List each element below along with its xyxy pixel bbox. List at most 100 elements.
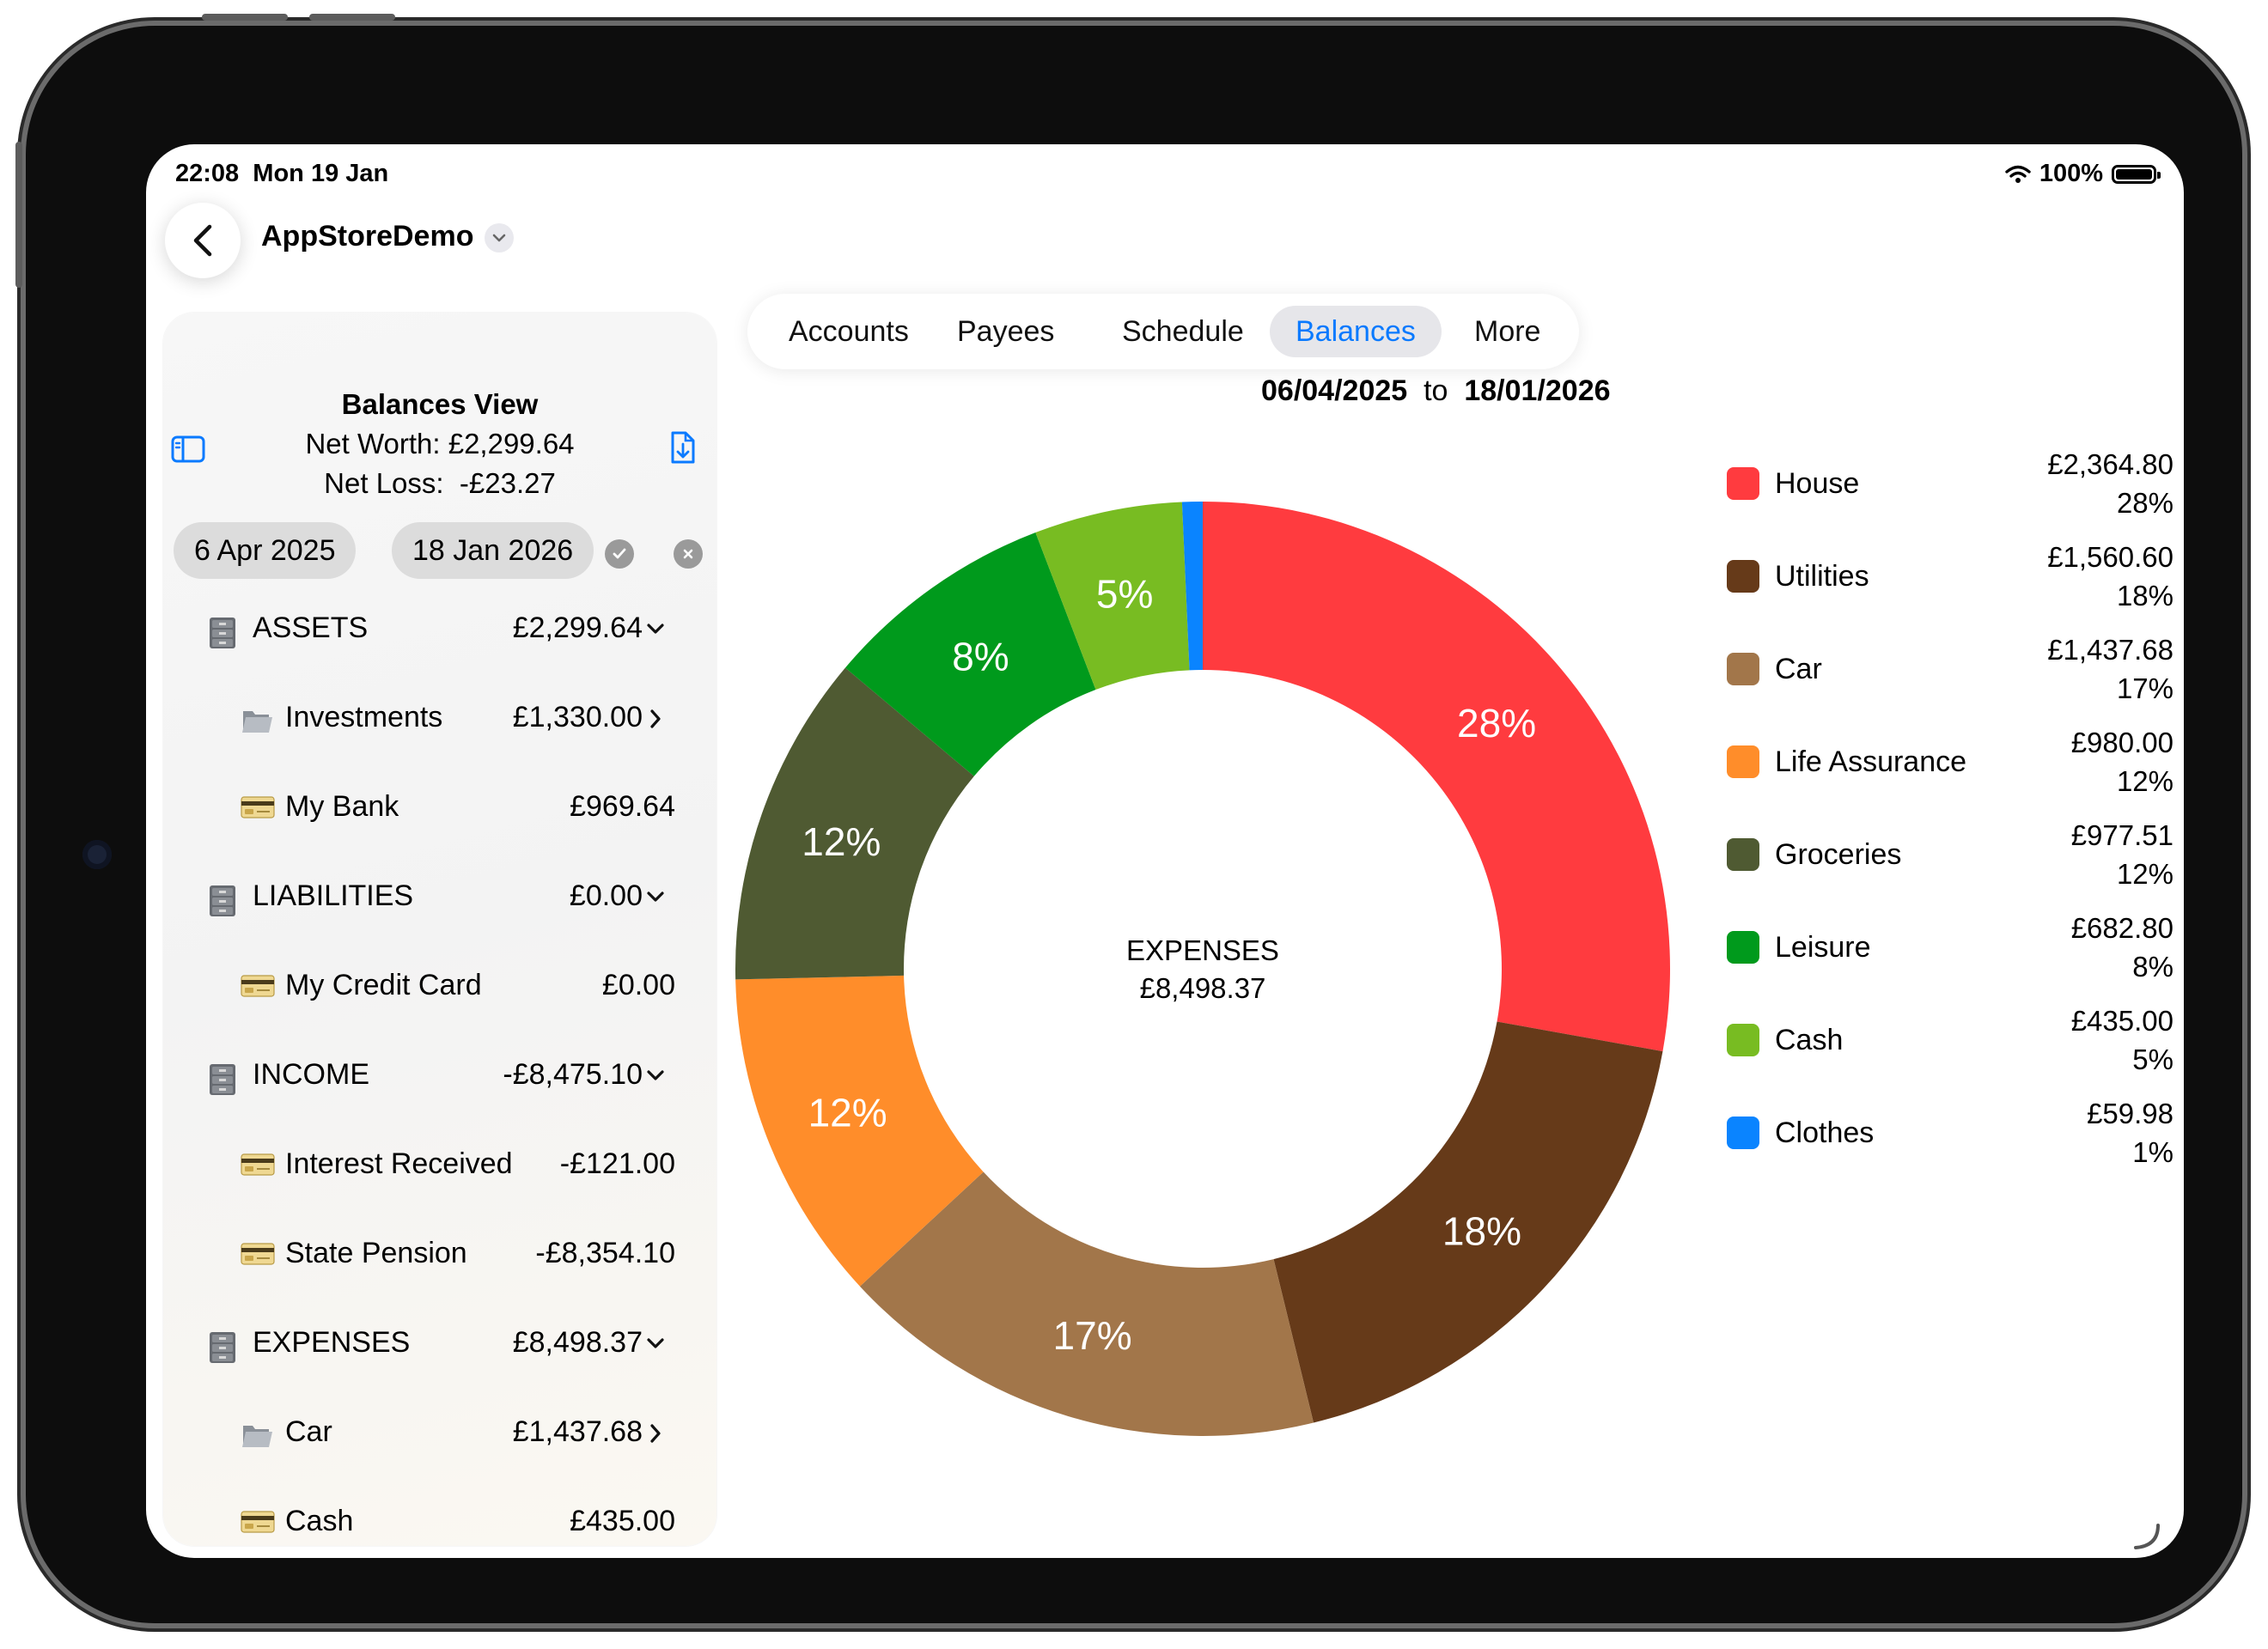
- account-balance: £8,498.37: [512, 1326, 643, 1359]
- account-name: LIABILITIES: [253, 879, 414, 912]
- filing-cabinet-icon: [210, 885, 235, 916]
- tab-accounts[interactable]: Accounts: [789, 315, 909, 348]
- chevron-right-icon[interactable]: [644, 1422, 667, 1445]
- filing-cabinet-icon: [210, 618, 235, 648]
- tab-balances[interactable]: Balances: [1270, 306, 1442, 357]
- net-worth: Net Worth: £2,299.64: [305, 428, 575, 459]
- donut-slice-utilities[interactable]: [1273, 1021, 1663, 1423]
- legend-percent: 12%: [2116, 858, 2174, 890]
- chevron-down-icon[interactable]: [644, 1065, 667, 1087]
- legend-label: Car: [1775, 653, 1822, 685]
- account-row[interactable]: Cash £435.00: [163, 1481, 716, 1546]
- legend-percent: 1%: [2132, 1136, 2174, 1168]
- legend-amount: £682.80: [2070, 912, 2174, 944]
- donut-slice-groceries[interactable]: [735, 667, 974, 980]
- legend-amount: £980.00: [2070, 727, 2174, 758]
- tab-payees[interactable]: Payees: [957, 315, 1055, 348]
- account-row[interactable]: ASSETS £2,299.64: [163, 587, 716, 677]
- donut-slice-clothes[interactable]: [1181, 502, 1203, 671]
- account-row[interactable]: EXPENSES £8,498.37: [163, 1302, 716, 1391]
- legend-label: Clothes: [1775, 1117, 1875, 1149]
- front-camera: [82, 840, 112, 869]
- legend-label: Leisure: [1775, 931, 1871, 964]
- checkmark-icon: [613, 548, 626, 559]
- legend-item[interactable]: Leisure £682.80 8%: [1727, 902, 2184, 995]
- chevron-down-icon: [492, 234, 506, 242]
- sidebar-title: Balances View: [341, 388, 539, 420]
- account-name: INCOME: [253, 1058, 369, 1091]
- back-button[interactable]: [165, 203, 241, 278]
- legend-label: Cash: [1775, 1024, 1844, 1056]
- legend-swatch: [1727, 653, 1759, 685]
- slice-percent-label: 28%: [1457, 701, 1536, 745]
- chart-date-range: 06/04/2025 to 18/01/2026: [1261, 374, 1611, 408]
- legend-label: Utilities: [1775, 560, 1869, 593]
- account-name: Investments: [285, 701, 443, 733]
- donut-slice-car[interactable]: [859, 1171, 1314, 1436]
- legend-item[interactable]: Utilities £1,560.60 18%: [1727, 531, 2184, 624]
- account-row[interactable]: Investments £1,330.00: [163, 677, 716, 766]
- chevron-down-icon[interactable]: [644, 1333, 667, 1355]
- resize-handle-icon[interactable]: [2131, 1520, 2161, 1551]
- donut-slice-life-assurance[interactable]: [735, 975, 984, 1287]
- account-row[interactable]: My Bank £969.64: [163, 766, 716, 855]
- account-name: Cash: [285, 1505, 354, 1537]
- legend-swatch: [1727, 467, 1759, 500]
- app-title[interactable]: AppStoreDemo: [261, 220, 474, 253]
- chevron-right-icon[interactable]: [644, 708, 667, 730]
- legend-item[interactable]: Clothes £59.98 1%: [1727, 1087, 2184, 1180]
- account-row[interactable]: Interest Received -£121.00: [163, 1123, 716, 1213]
- slice-percent-label: 12%: [802, 819, 881, 864]
- legend-item[interactable]: House £2,364.80 28%: [1727, 438, 2184, 531]
- legend-value: £1,437.68 17%: [2047, 630, 2174, 708]
- account-row[interactable]: My Credit Card £0.00: [163, 945, 716, 1034]
- bank-card-icon: [241, 1153, 275, 1176]
- account-name: ASSETS: [253, 612, 369, 644]
- legend-item[interactable]: Cash £435.00 5%: [1727, 995, 2184, 1087]
- account-balance: -£8,354.10: [535, 1237, 675, 1269]
- account-row[interactable]: State Pension -£8,354.10: [163, 1213, 716, 1302]
- account-balance: -£8,475.10: [503, 1058, 643, 1091]
- battery-icon: [2112, 164, 2161, 184]
- donut-slice-house[interactable]: [1203, 502, 1670, 1052]
- tab-schedule[interactable]: Schedule: [1122, 315, 1244, 348]
- legend-swatch: [1727, 1024, 1759, 1056]
- power-button: [15, 142, 22, 288]
- bank-card-icon: [241, 1243, 275, 1265]
- legend-swatch: [1727, 745, 1759, 778]
- account-row[interactable]: INCOME -£8,475.10: [163, 1034, 716, 1123]
- volume-up-button: [202, 14, 288, 21]
- slice-percent-label: 18%: [1442, 1208, 1521, 1253]
- legend-value: £59.98 1%: [2087, 1094, 2174, 1171]
- account-balance: £0.00: [601, 969, 675, 1001]
- legend-percent: 28%: [2116, 487, 2174, 519]
- legend-item[interactable]: Car £1,437.68 17%: [1727, 624, 2184, 716]
- account-balance: £2,299.64: [512, 612, 643, 644]
- account-row[interactable]: LIABILITIES £0.00: [163, 855, 716, 945]
- donut-slice-leisure[interactable]: [844, 532, 1096, 776]
- chevron-down-icon[interactable]: [644, 618, 667, 641]
- title-menu-button[interactable]: [485, 223, 514, 253]
- account-balance: £1,437.68: [512, 1415, 643, 1448]
- chevron-down-icon[interactable]: [644, 886, 667, 909]
- apply-dates-button[interactable]: [605, 539, 634, 569]
- legend-item[interactable]: Life Assurance £980.00 12%: [1727, 716, 2184, 809]
- legend-percent: 17%: [2116, 672, 2174, 704]
- end-date-picker[interactable]: 18 Jan 2026: [392, 522, 594, 579]
- legend-percent: 12%: [2116, 765, 2174, 797]
- account-balance: £435.00: [570, 1505, 675, 1537]
- donut-slice-cash[interactable]: [1035, 502, 1190, 691]
- range-end: 18/01/2026: [1464, 374, 1611, 407]
- chart-center-label: EXPENSES: [1126, 934, 1279, 966]
- legend-label: Life Assurance: [1775, 745, 1967, 778]
- account-row[interactable]: Car £1,437.68: [163, 1391, 716, 1481]
- clear-dates-button[interactable]: [674, 539, 703, 569]
- tab-more[interactable]: More: [1474, 315, 1541, 348]
- sidebar-toggle-icon[interactable]: [170, 435, 206, 464]
- legend-value: £2,364.80 28%: [2047, 445, 2174, 522]
- start-date-picker[interactable]: 6 Apr 2025: [174, 522, 357, 579]
- export-document-icon[interactable]: [668, 429, 698, 465]
- sidebar: Balances View Net Worth: £2,299.64 Net L…: [163, 313, 716, 1546]
- ipad-frame: 22:08 Mon 19 Jan 100% AppStoreDemo Accou…: [15, 14, 2242, 1623]
- legend-item[interactable]: Groceries £977.51 12%: [1727, 809, 2184, 902]
